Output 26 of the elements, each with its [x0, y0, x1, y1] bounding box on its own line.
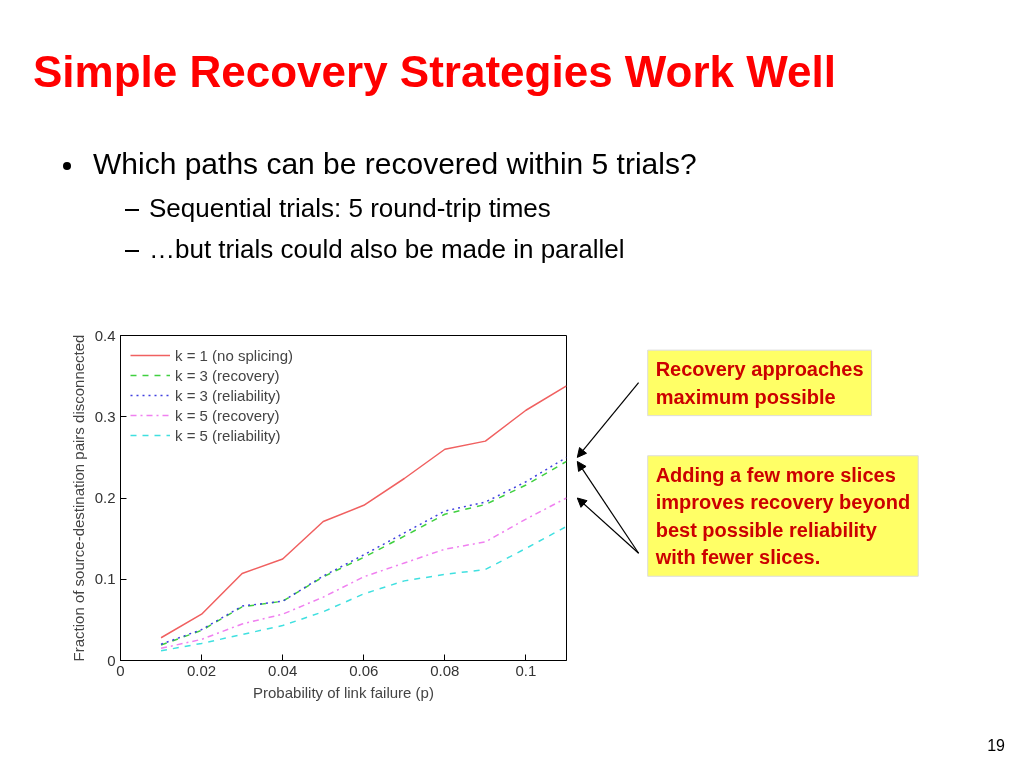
- text: Sequential trials: 5 round-trip times: [148, 191, 552, 225]
- legend-label: k = 5 (recovery): [175, 406, 280, 424]
- y-tick-label: 0.4: [94, 326, 116, 344]
- text: 19: [986, 736, 1005, 756]
- legend-label: k = 1 (no splicing): [175, 346, 293, 364]
- chart-subtitle: Which paths can be recovered within 5 trials?: [92, 146, 697, 182]
- x-tick-label: 0.08: [430, 661, 460, 679]
- x-axis-title: Probability of link failure (p): [253, 683, 434, 701]
- line-series: [160, 497, 567, 650]
- x-tick-label: 0.04: [268, 661, 298, 679]
- x-tick-label: 0.1: [515, 661, 537, 679]
- y-tick-label: 0.3: [94, 407, 116, 425]
- y-tick-label: 0.1: [94, 570, 116, 588]
- chart-title: Simple Recovery Strategies Work Well: [32, 46, 837, 98]
- text: Adding a few more slices improves recovery beyond best possible reliability with fewer slices.: [654, 463, 911, 569]
- x-tick-label: 0.02: [186, 661, 217, 679]
- legend-label: k = 3 (reliability): [175, 386, 281, 404]
- x-tick-label: 0.06: [349, 661, 379, 679]
- legend-label: k = 5 (reliability): [175, 426, 281, 444]
- text: …but trials could also be made in parallel: [148, 233, 626, 266]
- line-series: [160, 385, 567, 639]
- legend-label: k = 3 (recovery): [175, 366, 280, 384]
- y-axis-title: Fraction of source-destination pairs disconnected: [69, 334, 87, 662]
- y-tick-label: 0.2: [94, 489, 116, 506]
- text: Recovery approaches maximum possible: [655, 358, 864, 408]
- line-series: [160, 525, 567, 652]
